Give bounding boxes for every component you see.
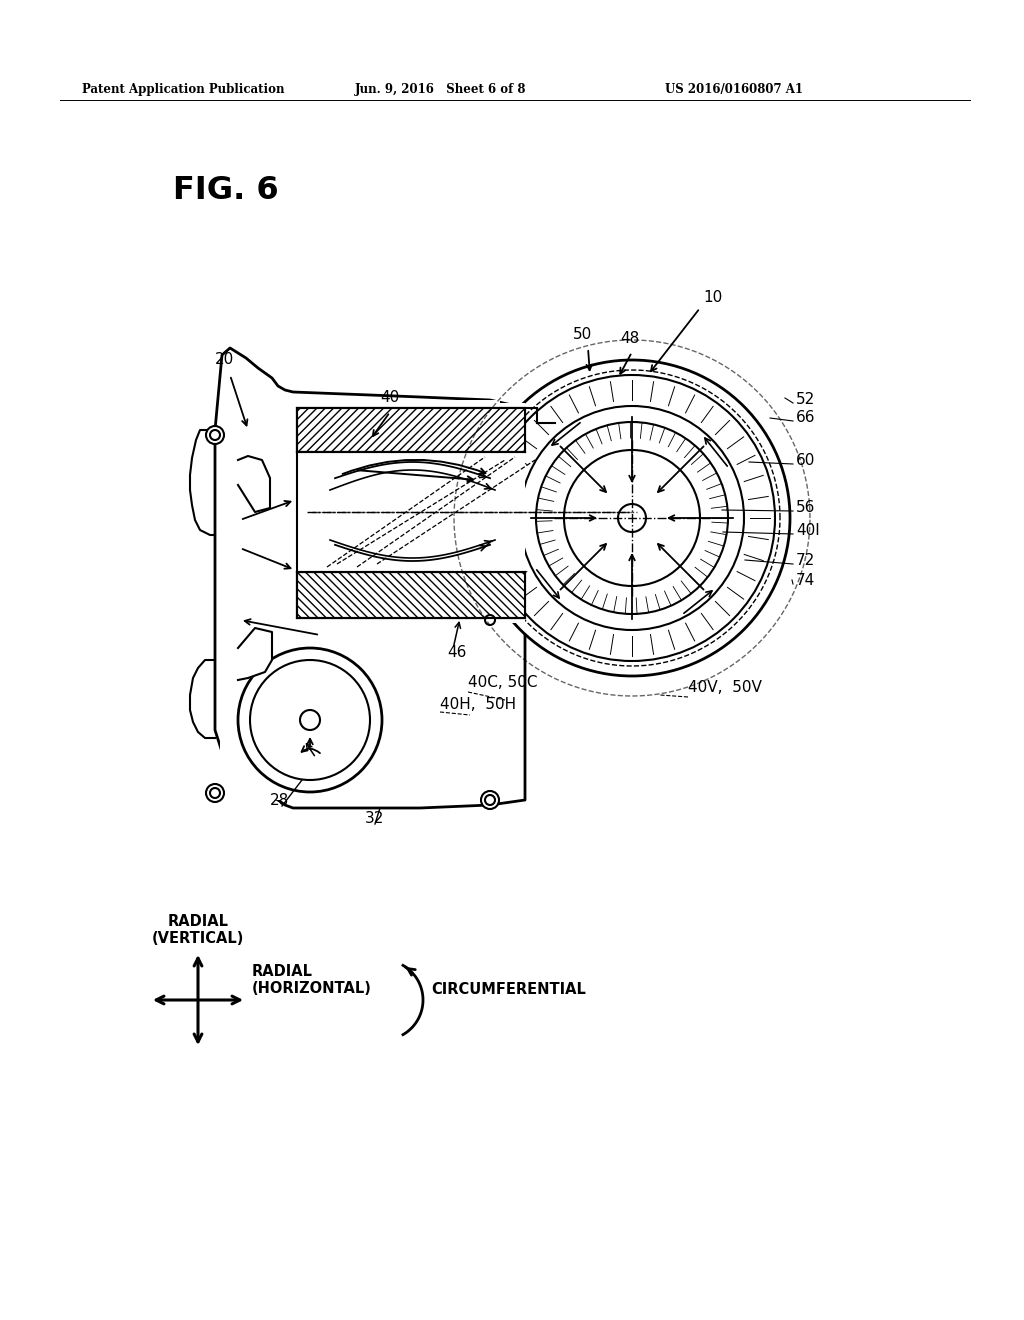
Circle shape [485, 615, 495, 624]
Bar [297, 403, 525, 623]
Circle shape [474, 360, 790, 676]
Bar [220, 400, 500, 800]
Circle shape [238, 648, 382, 792]
Bar [297, 408, 525, 451]
Text: 66: 66 [796, 411, 815, 425]
Text: 32: 32 [365, 810, 384, 826]
Circle shape [233, 643, 387, 797]
Bar [297, 408, 525, 618]
Circle shape [520, 407, 744, 630]
Bar [297, 408, 525, 451]
Text: 40C, 50C: 40C, 50C [468, 675, 538, 690]
Text: 56: 56 [796, 500, 815, 515]
Circle shape [481, 791, 499, 809]
Polygon shape [238, 455, 270, 512]
Text: CIRCUMFERENTIAL: CIRCUMFERENTIAL [431, 982, 586, 998]
Circle shape [300, 710, 319, 730]
Text: 52: 52 [796, 392, 815, 407]
Circle shape [210, 788, 220, 799]
Text: 40I: 40I [796, 523, 820, 539]
Circle shape [618, 504, 646, 532]
Text: 72: 72 [796, 553, 815, 568]
Bar [297, 451, 525, 572]
Circle shape [210, 430, 220, 440]
Text: Patent Application Publication: Patent Application Publication [82, 83, 285, 96]
Text: 40: 40 [380, 389, 399, 405]
Text: RADIAL
(VERTICAL): RADIAL (VERTICAL) [152, 913, 244, 946]
Bar [297, 572, 525, 618]
Circle shape [206, 426, 224, 444]
Polygon shape [238, 628, 272, 680]
Text: 40V,  50V: 40V, 50V [688, 680, 762, 696]
Text: 40H,  50H: 40H, 50H [440, 697, 516, 711]
Bar [297, 451, 525, 572]
Text: 60: 60 [796, 453, 815, 469]
Text: 48: 48 [620, 331, 639, 346]
Text: FIG. 6: FIG. 6 [173, 176, 279, 206]
Circle shape [206, 784, 224, 803]
Circle shape [564, 450, 700, 586]
Circle shape [250, 660, 370, 780]
Text: 74: 74 [796, 573, 815, 587]
Text: 50: 50 [573, 327, 592, 342]
Text: 28: 28 [270, 793, 289, 808]
Text: 10: 10 [703, 290, 722, 305]
Text: US 2016/0160807 A1: US 2016/0160807 A1 [665, 83, 803, 96]
Text: 46: 46 [447, 645, 466, 660]
Circle shape [536, 422, 728, 614]
Text: 20: 20 [215, 352, 234, 367]
Bar [297, 572, 525, 618]
Circle shape [485, 795, 495, 805]
Circle shape [489, 375, 775, 661]
Text: RADIAL
(HORIZONTAL): RADIAL (HORIZONTAL) [252, 964, 372, 997]
Text: Jun. 9, 2016   Sheet 6 of 8: Jun. 9, 2016 Sheet 6 of 8 [355, 83, 526, 96]
